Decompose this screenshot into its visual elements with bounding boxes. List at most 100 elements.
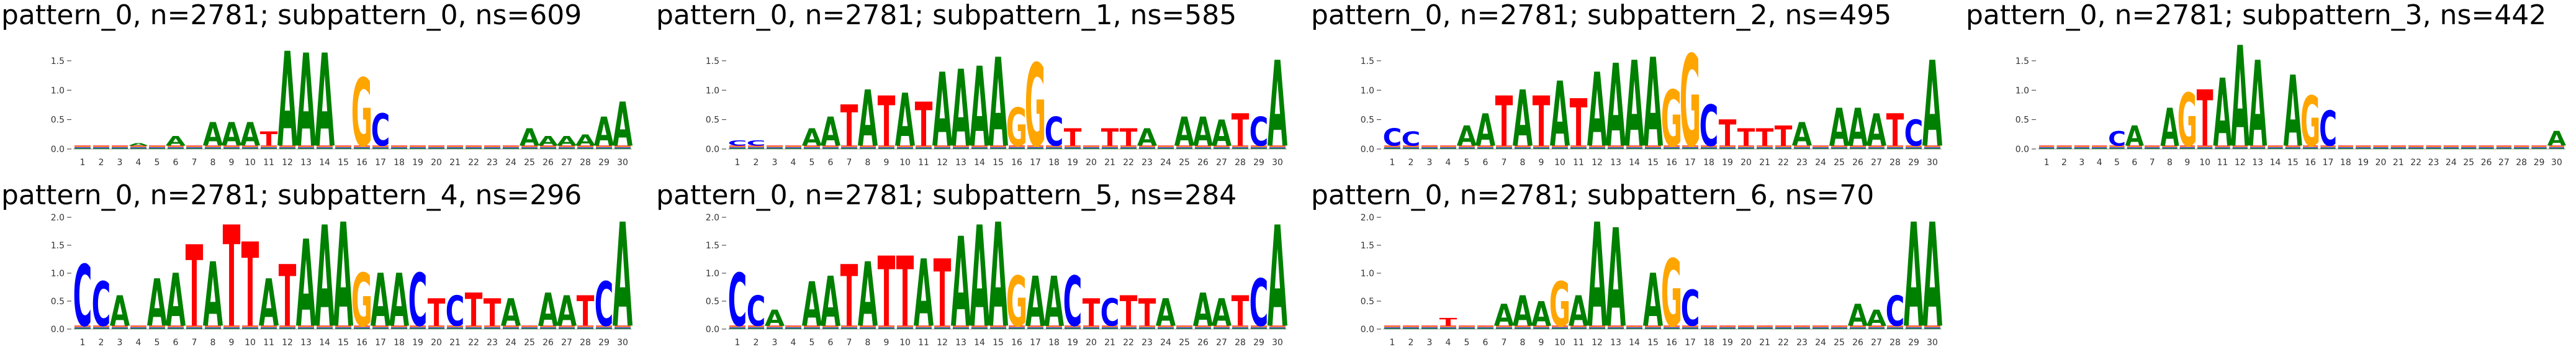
logo-residue xyxy=(1850,148,1866,149)
logo-residue xyxy=(2232,145,2248,147)
logo-residue xyxy=(841,147,857,148)
logo-residue xyxy=(1102,148,1118,149)
y-tick-label: 1.0 xyxy=(51,269,65,279)
logo-residue xyxy=(484,327,500,328)
logo-residue xyxy=(279,325,295,327)
logo-residue xyxy=(372,148,389,149)
x-tick-label: 6 xyxy=(1483,338,1488,348)
logo-residue xyxy=(971,325,988,327)
x-tick-label: 24 xyxy=(505,338,516,348)
x-tick-label: 14 xyxy=(974,338,985,348)
logo-letter-C: C xyxy=(1045,109,1064,155)
logo-residue xyxy=(521,145,538,147)
logo-residue xyxy=(1813,327,1829,328)
x-tick-label: 5 xyxy=(809,158,815,168)
logo-residue xyxy=(1176,145,1192,147)
panel-title: pattern_0, n=2781; subpattern_4, ns=296 xyxy=(1,179,582,211)
logo-residue xyxy=(1608,148,1624,149)
logo-residue xyxy=(317,328,333,329)
logo-residue xyxy=(748,145,764,147)
logo-residue xyxy=(577,325,593,327)
logo-letter-C: C xyxy=(408,258,428,343)
logo-residue xyxy=(767,325,783,327)
logo-residue xyxy=(112,147,128,148)
logo-residue xyxy=(354,325,370,327)
logo-letter-T: T xyxy=(1495,81,1513,162)
x-tick-label: 29 xyxy=(1253,338,1264,348)
y-tick-label: 1.5 xyxy=(1361,56,1374,66)
logo-residue xyxy=(748,325,764,327)
x-tick-label: 11 xyxy=(918,158,929,168)
logo-residue xyxy=(1083,147,1099,148)
logo-residue xyxy=(1906,147,1922,148)
logo-residue xyxy=(2496,145,2511,147)
logo-residue xyxy=(1589,327,1605,328)
logo-residue xyxy=(1195,145,1211,147)
logo-letter-A: A xyxy=(166,258,186,343)
logo-residue xyxy=(841,145,857,147)
logo-residue xyxy=(1682,148,1698,149)
logo-residue xyxy=(1738,145,1754,147)
logo-letter-A: A xyxy=(1156,292,1176,335)
logo-residue xyxy=(1906,148,1922,149)
x-tick-label: 13 xyxy=(2252,158,2263,168)
logo-residue xyxy=(317,325,333,327)
logo-residue xyxy=(2303,148,2318,149)
logo-letter-T: T xyxy=(260,127,278,150)
logo-residue xyxy=(1701,148,1717,149)
logo-residue xyxy=(2320,145,2336,147)
panel-title: pattern_0, n=2781; subpattern_6, ns=70 xyxy=(1311,179,1875,211)
logo-residue xyxy=(1214,148,1230,149)
logo-residue xyxy=(2443,148,2459,149)
logo-residue xyxy=(1195,148,1211,149)
x-tick-label: 3 xyxy=(772,158,778,168)
logo-residue xyxy=(860,325,876,327)
logo-residue xyxy=(1515,148,1531,149)
logo-residue xyxy=(223,325,240,327)
logo-residue xyxy=(2531,148,2547,149)
logo-residue xyxy=(540,147,556,148)
logo-residue xyxy=(1719,147,1736,148)
logo-residue xyxy=(1046,325,1062,327)
logo-residue xyxy=(860,328,876,329)
logo-residue xyxy=(577,327,593,328)
logo-letter-T: T xyxy=(896,237,914,348)
logo-residue xyxy=(335,325,351,327)
x-tick-label: 17 xyxy=(375,338,386,348)
logo-letter-A: A xyxy=(1606,41,1626,173)
logo-residue xyxy=(916,145,932,147)
logo-residue xyxy=(168,327,184,328)
logo-residue xyxy=(168,147,184,148)
logo-residue xyxy=(1570,325,1587,327)
x-tick-label: 2 xyxy=(1408,338,1414,348)
logo-residue xyxy=(2074,145,2089,147)
x-tick-label: 19 xyxy=(412,338,423,348)
logo-residue xyxy=(1924,145,1940,147)
logo-residue xyxy=(1459,325,1475,327)
logo-residue xyxy=(2162,147,2177,148)
panel-title: pattern_0, n=2781; subpattern_3, ns=442 xyxy=(1966,0,2547,31)
x-tick-label: 17 xyxy=(1685,338,1696,348)
logo-residue xyxy=(1775,147,1791,148)
x-tick-label: 15 xyxy=(2287,158,2299,168)
x-tick-label: 26 xyxy=(1852,158,1863,168)
logo-letter-C: C xyxy=(92,269,111,340)
logo-residue xyxy=(615,328,631,329)
logo-residue xyxy=(934,325,950,327)
logo-letter-A: A xyxy=(1848,297,1868,333)
logo-residue xyxy=(1195,328,1211,329)
logo-residue xyxy=(242,147,258,148)
logo-residue xyxy=(1232,145,1248,147)
logo-residue xyxy=(1813,145,1829,147)
x-tick-label: 4 xyxy=(136,338,142,348)
logo-residue xyxy=(1757,327,1773,328)
logo-residue xyxy=(74,325,91,327)
logo-residue xyxy=(1626,147,1642,148)
logo-residue xyxy=(298,327,314,328)
logo-residue xyxy=(372,145,389,147)
x-tick-label: 29 xyxy=(2534,158,2545,168)
logo-residue xyxy=(1589,145,1605,147)
logo-residue xyxy=(1887,145,1903,147)
logo-letter-A: A xyxy=(110,287,130,336)
x-tick-label: 25 xyxy=(1179,338,1190,348)
